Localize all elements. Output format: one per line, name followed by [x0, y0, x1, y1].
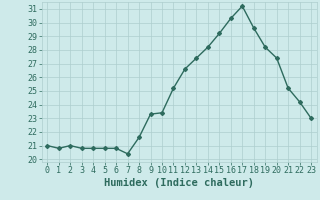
X-axis label: Humidex (Indice chaleur): Humidex (Indice chaleur) [104, 178, 254, 188]
